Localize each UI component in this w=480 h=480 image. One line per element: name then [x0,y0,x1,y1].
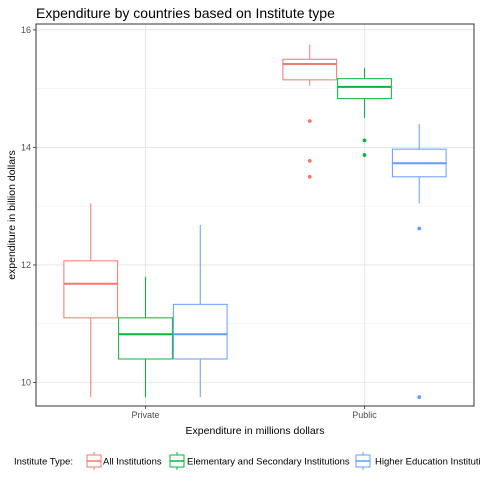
outlier-point [417,395,422,400]
outlier-point [307,119,312,123]
box-iqr [118,317,173,360]
legend-label: All Institutions [103,457,162,468]
x-axis-title: Expenditure in millions dollars [186,425,325,437]
legend-key [169,452,185,470]
x-axis: Private Public [131,406,377,420]
y-axis: 10 12 14 16 [21,25,36,387]
legend-key [355,452,371,470]
box-elementary-and-secondary-institutions-public [337,68,392,157]
legend-label: Higher Education Institutions [375,457,480,468]
box-iqr [172,303,228,360]
legend-key [86,452,102,470]
box-iqr [282,58,338,81]
boxes [63,44,447,400]
box-all-institutions-public [282,44,338,179]
box-iqr [63,260,119,319]
y-tick-label: 16 [21,25,31,35]
outlier-point [362,138,367,143]
x-tick-label: Public [352,410,377,420]
box-iqr [337,78,392,100]
grid-major [36,24,474,406]
box-all-institutions-private [63,203,119,398]
legend-label: Elementary and Secondary Institutions [187,457,350,468]
chart-title: Expenditure by countries based on Instit… [36,5,335,21]
y-axis-title: expenditure in billion dollars [6,150,18,280]
outlier-point [307,159,312,163]
box-elementary-and-secondary-institutions-private [118,276,173,398]
plot-panel-border [35,23,475,407]
x-tick-label: Private [131,410,159,420]
box-higher-education-institutions-private [172,224,228,398]
outlier-point [362,153,367,157]
legend: Institute Type: All Institutions Elementar… [14,452,480,470]
box-higher-education-institutions-public [391,123,447,400]
y-tick-label: 12 [21,260,31,270]
y-tick-label: 14 [21,142,31,152]
y-tick-label: 10 [21,377,31,387]
outlier-point [417,226,422,231]
legend-title: Institute Type: [14,457,73,468]
outlier-point [307,174,312,179]
grid-minor [36,88,474,325]
